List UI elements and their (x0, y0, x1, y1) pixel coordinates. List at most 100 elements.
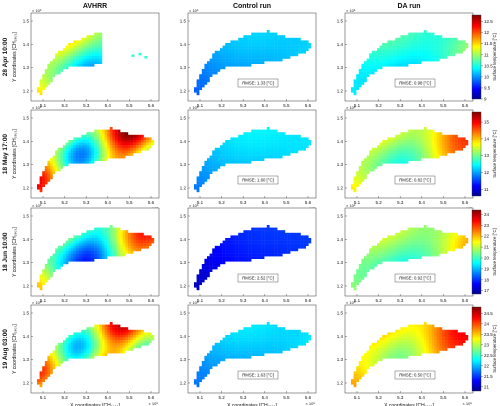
temperature-cell (220, 258, 223, 262)
temperature-cell (220, 345, 223, 349)
temperature-cell (397, 61, 401, 64)
temperature-cell (112, 240, 116, 244)
temperature-cell (204, 366, 208, 369)
temperature-cell (94, 40, 97, 44)
temperature-cell (264, 43, 267, 46)
temperature-cell (73, 332, 77, 336)
temperature-cell (382, 63, 385, 67)
temperature-cell (285, 251, 288, 254)
temperature-cell (374, 50, 378, 54)
temperature-cell (135, 137, 139, 141)
temperature-cell (117, 243, 121, 246)
temperature-cell (410, 243, 414, 246)
temperature-cell (39, 181, 43, 185)
temperature-cell (44, 368, 48, 372)
temperature-cell (290, 37, 293, 41)
temperature-cell (225, 251, 228, 254)
temperature-cell (408, 348, 411, 351)
temperature-cell (392, 150, 396, 154)
temperature-cell (107, 240, 110, 244)
temperature-cell (125, 132, 129, 135)
temperature-cell (102, 350, 105, 354)
temperature-cell (413, 158, 417, 161)
temperature-cell (400, 43, 404, 46)
temperature-cell (429, 153, 432, 156)
temperature-cell (91, 335, 95, 338)
temperature-cell (94, 235, 97, 239)
temperature-cell (387, 340, 391, 343)
temperature-cell (397, 337, 401, 341)
temperature-cell (431, 37, 435, 41)
x-tick-label: 5.5 (440, 200, 447, 205)
temperature-cell (125, 238, 129, 241)
temperature-cell (65, 61, 69, 64)
temperature-cell (303, 243, 306, 246)
temperature-cell (298, 45, 301, 49)
temperature-cell (264, 335, 267, 338)
temperature-cell (86, 142, 90, 146)
temperature-cell (403, 48, 406, 51)
temperature-cell (117, 150, 121, 154)
temperature-cell (130, 137, 134, 141)
temperature-cell (94, 337, 97, 341)
y-tick-label: 1.3 (23, 357, 30, 362)
temperature-cell (416, 238, 419, 241)
temperature-cell (379, 253, 383, 257)
temperature-cell (460, 332, 463, 336)
temperature-cell (377, 355, 380, 359)
temperature-cell (130, 145, 134, 148)
temperature-cell (55, 248, 58, 252)
temperature-cell (353, 371, 357, 375)
temperature-cell (83, 45, 87, 49)
temperature-cell (89, 132, 92, 135)
temperature-cell (222, 145, 226, 148)
temperature-cell (130, 140, 134, 143)
temperature-cell (39, 184, 43, 187)
temperature-cell (42, 368, 45, 372)
temperature-cell (369, 256, 372, 259)
temperature-cell (133, 150, 136, 154)
temperature-cell (413, 235, 417, 239)
panel-avhrr (30, 207, 160, 297)
temperature-cell (274, 145, 278, 148)
temperature-cell (418, 50, 422, 54)
temperature-cell (261, 337, 265, 341)
temperature-cell (397, 37, 401, 41)
temperature-cell (76, 142, 79, 146)
temperature-cell (235, 158, 239, 161)
temperature-cell (96, 243, 100, 246)
temperature-cell (138, 140, 142, 143)
temperature-cell (102, 329, 105, 333)
temperature-cell (397, 340, 401, 343)
temperature-cell (413, 147, 417, 151)
rmse-label: RMSE: 1.60 [°C] (242, 178, 274, 183)
temperature-cell (397, 256, 401, 259)
temperature-cell (366, 363, 370, 367)
temperature-cell (366, 160, 370, 164)
temperature-cell (423, 238, 427, 241)
temperature-cell (209, 355, 213, 359)
temperature-cell (99, 245, 103, 249)
temperature-cell (408, 238, 411, 241)
temperature-cell (89, 353, 92, 356)
temperature-cell (285, 243, 288, 246)
temperature-cell (395, 342, 398, 346)
temperature-cell (133, 235, 136, 239)
temperature-cell (138, 240, 142, 244)
temperature-cell (264, 340, 267, 343)
temperature-cell (141, 340, 144, 343)
temperature-cell (135, 145, 139, 148)
temperature-cell (89, 342, 92, 346)
temperature-cell (143, 137, 147, 141)
temperature-cell (382, 240, 385, 244)
temperature-cell (282, 238, 286, 241)
temperature-cell (264, 251, 267, 254)
temperature-cell (416, 337, 419, 341)
temperature-cell (371, 158, 375, 161)
temperature-cell (460, 140, 463, 143)
x-tick-label: 5.4 (105, 200, 112, 205)
temperature-cell (246, 245, 249, 249)
temperature-cell (269, 350, 273, 354)
temperature-cell (70, 63, 74, 67)
temperature-cell (416, 350, 419, 354)
